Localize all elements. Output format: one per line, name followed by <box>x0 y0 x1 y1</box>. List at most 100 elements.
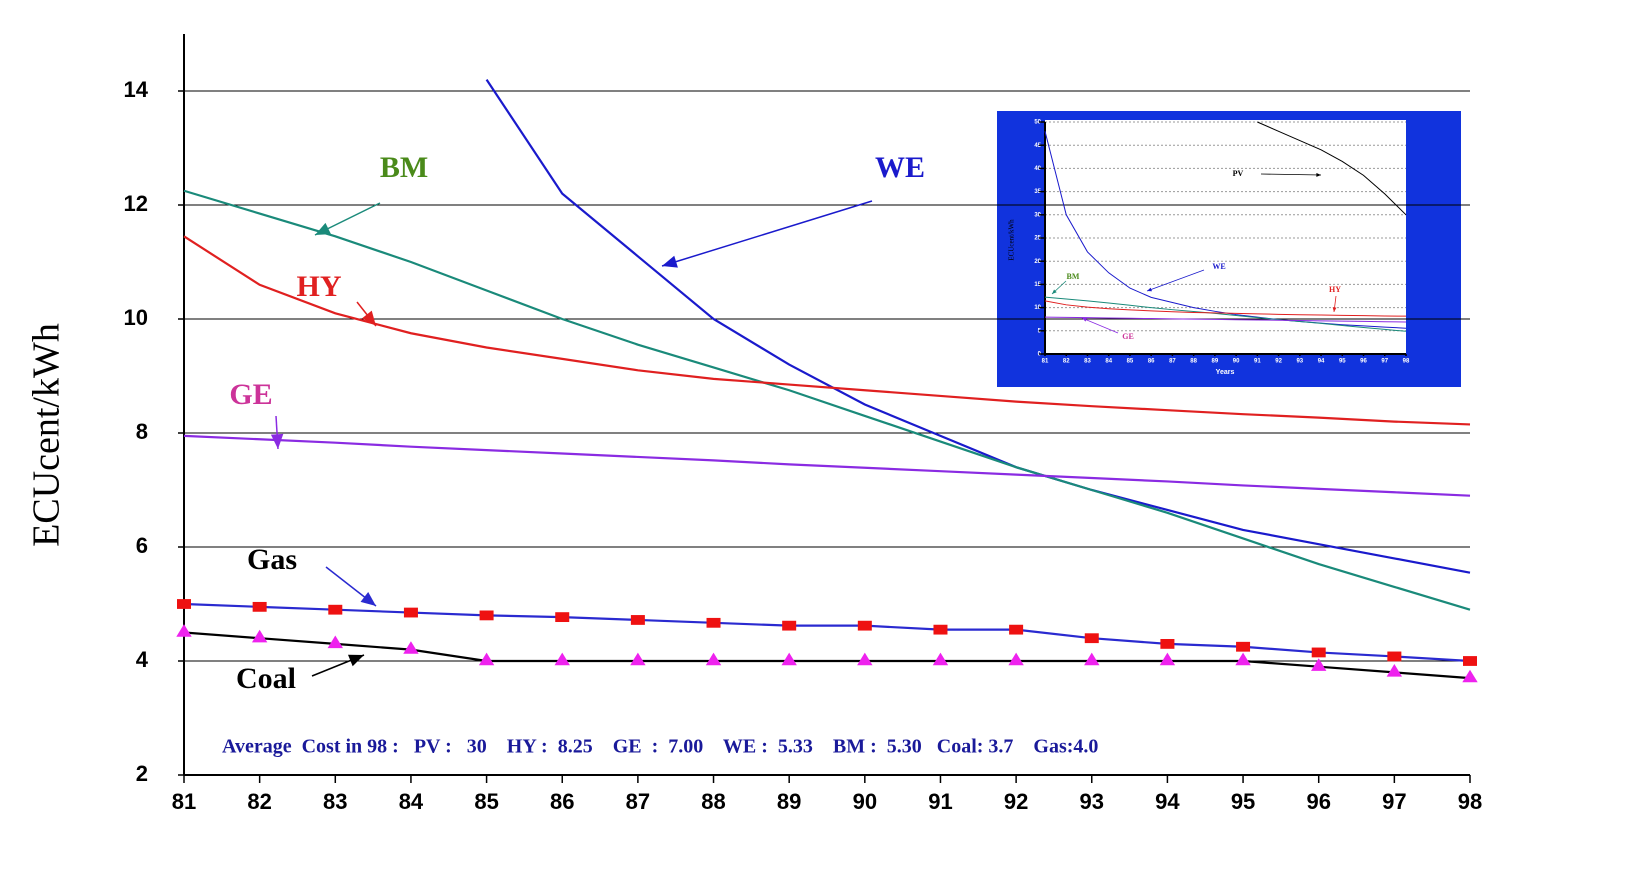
y-tick-label: 8 <box>136 419 148 444</box>
series-label: WE <box>875 151 925 184</box>
marker <box>1084 652 1100 666</box>
y-tick-label: 20 <box>1034 259 1041 265</box>
x-tick-label: 90 <box>1233 359 1240 365</box>
x-tick-label: 89 <box>1212 359 1219 365</box>
marker <box>1386 664 1403 677</box>
marker <box>857 652 873 666</box>
marker <box>705 652 722 666</box>
marker <box>1159 652 1176 666</box>
marker <box>933 624 948 635</box>
arrow-head <box>270 433 284 449</box>
marker <box>554 652 570 666</box>
x-tick-label: 82 <box>1063 359 1070 365</box>
annotation-arrow <box>1081 317 1119 334</box>
arrow-head <box>1316 172 1321 177</box>
marker <box>1311 647 1326 658</box>
series-line <box>183 434 1471 497</box>
annotation-arrow <box>661 200 873 267</box>
marker <box>555 612 570 623</box>
x-tick-label: 95 <box>1231 789 1255 814</box>
series-line <box>183 602 1471 663</box>
series-line <box>183 235 1471 426</box>
x-tick-label: 82 <box>247 789 271 814</box>
x-tick-label: 97 <box>1382 789 1406 814</box>
x-tick-label: 94 <box>1155 789 1180 814</box>
marker <box>328 604 343 615</box>
arrow-head <box>662 255 678 268</box>
series-line <box>1257 121 1407 216</box>
marker <box>403 641 419 654</box>
marker <box>1008 652 1024 666</box>
y-tick-label: 35 <box>1034 189 1041 195</box>
x-tick-label: 98 <box>1403 359 1410 365</box>
y-tick-label: 50 <box>1034 120 1041 126</box>
marker <box>706 617 721 628</box>
series-label: BM <box>1067 272 1080 281</box>
x-tick-label: 87 <box>626 789 650 814</box>
marker <box>1160 639 1175 649</box>
series-label: BM <box>380 151 428 184</box>
series-line <box>183 631 1471 680</box>
marker <box>252 601 267 612</box>
y-axis-label: ECUcent/kWh <box>26 323 68 547</box>
x-tick-label: 86 <box>1148 359 1155 365</box>
x-tick-label: 92 <box>1275 359 1282 365</box>
arrow-head <box>361 310 376 326</box>
x-tick-label: 81 <box>1042 359 1049 365</box>
series-line <box>1044 296 1407 332</box>
marker <box>1084 633 1099 644</box>
marker <box>1462 669 1478 683</box>
series-line <box>1044 300 1407 317</box>
x-tick-label: 84 <box>399 789 424 814</box>
series-label: HY <box>297 270 342 303</box>
arrow-head <box>1082 317 1087 322</box>
x-tick-label: 97 <box>1381 359 1388 365</box>
y-tick-label: 6 <box>136 533 148 558</box>
marker <box>1311 658 1327 671</box>
x-tick-label: 93 <box>1296 359 1303 365</box>
series-line <box>183 189 1471 611</box>
series-line <box>1044 316 1407 323</box>
marker <box>478 652 495 666</box>
x-tick-label: 95 <box>1339 359 1346 365</box>
x-tick-label: 83 <box>323 789 347 814</box>
x-tick-label: 86 <box>550 789 574 814</box>
x-tick-label: 92 <box>1004 789 1028 814</box>
marker <box>782 620 797 631</box>
marker <box>1387 651 1402 662</box>
marker <box>176 624 192 637</box>
arrow-head <box>1332 307 1337 312</box>
series-label: PV <box>1233 169 1244 178</box>
marker <box>177 599 191 609</box>
x-tick-label: 96 <box>1360 359 1367 365</box>
marker <box>479 610 494 621</box>
arrow-head <box>315 222 331 235</box>
y-tick-label: 25 <box>1034 236 1041 242</box>
series-label: Coal <box>236 662 296 695</box>
marker <box>932 652 949 666</box>
y-tick-label: 12 <box>124 191 148 216</box>
series-label: GE <box>229 378 272 411</box>
arrow-head <box>348 654 364 667</box>
marker <box>327 635 343 649</box>
arrow-head <box>1147 287 1152 292</box>
arrow-head <box>1052 289 1057 294</box>
x-tick-label: 91 <box>1254 359 1261 365</box>
x-tick-label: 88 <box>701 789 725 814</box>
marker <box>1463 656 1477 666</box>
marker <box>857 620 872 631</box>
x-tick-label: 87 <box>1169 359 1176 365</box>
marker <box>1236 641 1251 652</box>
marker <box>1235 652 1251 666</box>
x-tick-label: 91 <box>928 789 952 814</box>
series-line <box>485 78 1471 574</box>
marker <box>630 615 645 625</box>
x-tick-label: 94 <box>1318 359 1325 365</box>
y-tick-label: 10 <box>124 305 148 330</box>
y-tick-label: 4 <box>136 647 149 672</box>
annotation-arrow <box>1260 173 1322 176</box>
x-tick-label: 84 <box>1105 359 1112 365</box>
marker <box>1009 624 1024 635</box>
